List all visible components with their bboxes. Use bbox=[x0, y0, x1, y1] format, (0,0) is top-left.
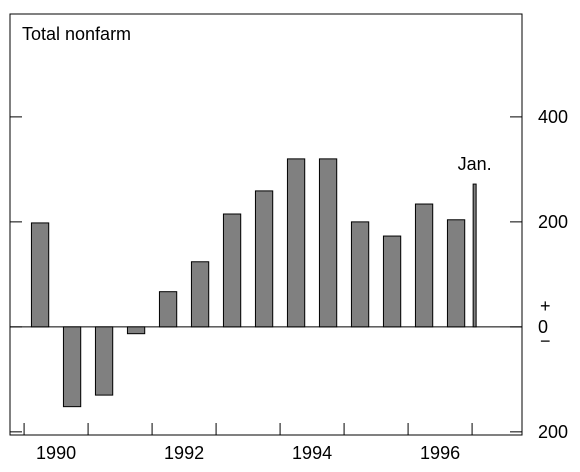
y-tick-label: 400 bbox=[538, 107, 568, 127]
y-tick-label: 200 bbox=[538, 212, 568, 232]
bar bbox=[126, 326, 146, 335]
x-tick-label: 1992 bbox=[164, 443, 204, 463]
plot-frame bbox=[9, 13, 523, 436]
annotation-label: Jan. bbox=[458, 154, 492, 174]
bar bbox=[190, 261, 210, 328]
bar bbox=[30, 222, 50, 328]
bar bbox=[382, 235, 402, 328]
bar bbox=[286, 158, 306, 328]
zero-sign: + bbox=[540, 296, 551, 316]
bar bbox=[446, 219, 466, 328]
bar bbox=[254, 190, 274, 328]
chart-title: Total nonfarm bbox=[22, 24, 131, 44]
x-tick-label: 1996 bbox=[420, 443, 460, 463]
bar bbox=[350, 221, 370, 328]
bar bbox=[318, 158, 338, 328]
bar bbox=[222, 213, 242, 328]
bar bbox=[158, 291, 178, 328]
y-tick-label: 200 bbox=[538, 422, 568, 442]
bar bbox=[62, 326, 82, 408]
bar bbox=[94, 326, 114, 396]
y-tick-label: 0 bbox=[538, 317, 548, 337]
zero-sign: − bbox=[540, 331, 551, 351]
x-tick-label: 1990 bbox=[36, 443, 76, 463]
x-tick-label: 1994 bbox=[292, 443, 332, 463]
annotation-bar bbox=[472, 183, 477, 328]
bar bbox=[414, 203, 434, 328]
